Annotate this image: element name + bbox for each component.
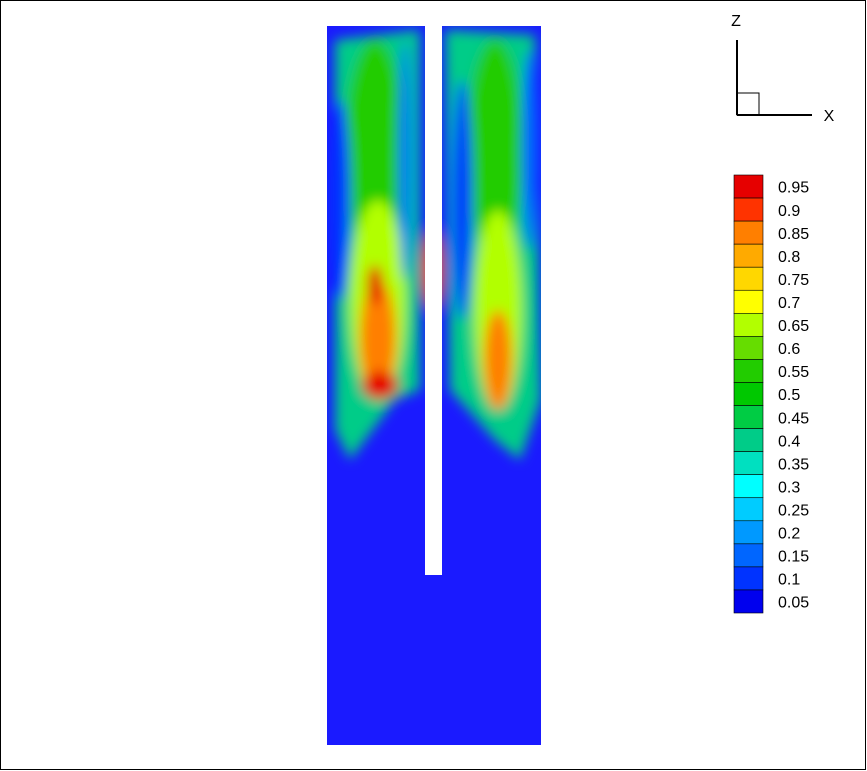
axis-triad: [736, 40, 812, 116]
legend-label: 0.45: [778, 410, 809, 427]
legend-swatch: [733, 336, 764, 360]
legend-swatch: [733, 266, 764, 291]
legend-swatch: [733, 289, 764, 314]
legend-swatch: [733, 543, 764, 568]
legend-label: 0.7: [778, 295, 800, 312]
legend-label: 0.5: [778, 387, 800, 404]
legend-label: 0.95: [778, 180, 809, 197]
legend-label: 0.05: [778, 595, 809, 612]
legend-swatch: [733, 451, 764, 475]
legend-label: 0.3: [778, 479, 800, 496]
legend-label: 0.25: [778, 502, 809, 519]
legend-swatch: [733, 174, 764, 199]
legend-label: 0.2: [778, 526, 800, 543]
legend-label: 0.55: [778, 364, 809, 381]
legend-swatch: [733, 359, 764, 383]
legend-label: 0.15: [778, 549, 809, 566]
legend-swatch: [733, 197, 764, 222]
legend-swatch: [733, 589, 764, 614]
legend-swatch: [733, 405, 764, 429]
legend-label: 0.75: [778, 272, 809, 289]
legend-swatch: [733, 382, 764, 406]
legend-label: 0.6: [778, 341, 800, 358]
legend-label: 0.35: [778, 456, 809, 473]
legend-label: 0.8: [778, 249, 800, 266]
legend-swatch: [733, 428, 764, 452]
legend-label: 0.1: [778, 572, 800, 589]
legend-label: 0.65: [778, 318, 809, 335]
legend-swatch: [733, 474, 764, 499]
legend-swatch: [733, 520, 764, 545]
z-axis-label: Z: [731, 13, 741, 30]
legend-swatch: [733, 243, 764, 268]
legend-swatch: [733, 497, 764, 522]
legend-label: 0.85: [778, 226, 809, 243]
legend-label: 0.9: [778, 203, 800, 220]
probe: [425, 26, 442, 575]
legend: 0.95 0.9 0.85 0.8 0.75 0.7 0.65 0.6 0.55 0.5 0.45 0…: [733, 174, 809, 614]
x-axis-label: X: [824, 108, 835, 125]
legend-label: 0.4: [778, 433, 800, 450]
legend-swatch: [733, 220, 764, 245]
legend-swatch: [733, 566, 764, 591]
legend-swatch: [733, 313, 764, 337]
contour-field: [327, 26, 541, 745]
